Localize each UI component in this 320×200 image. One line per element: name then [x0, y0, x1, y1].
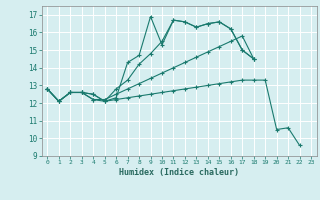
X-axis label: Humidex (Indice chaleur): Humidex (Indice chaleur)	[119, 168, 239, 177]
